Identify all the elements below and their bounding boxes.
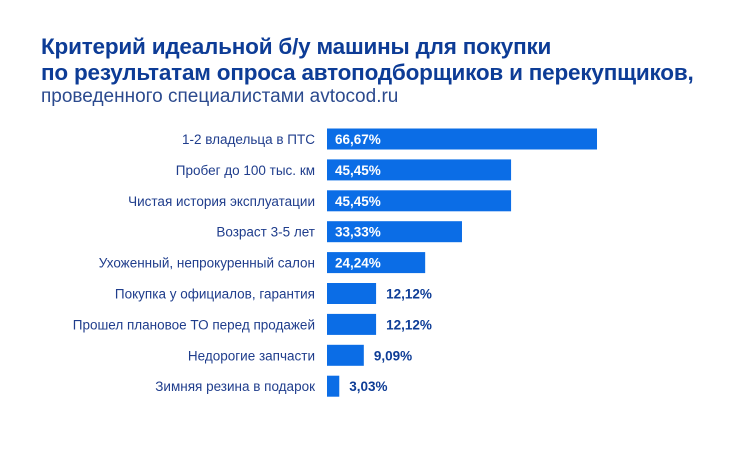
bar [327, 252, 426, 274]
category-label: Покупка у официалов, гарантия [115, 287, 315, 302]
chart-subtitle: проведенного специалистами avtocod.ru [41, 86, 399, 107]
value-label: 9,09% [374, 348, 412, 363]
category-label: 1-2 владельца в ПТС [182, 132, 315, 147]
value-label: 45,45% [335, 194, 381, 209]
value-label: 12,12% [386, 287, 432, 302]
value-label: 33,33% [335, 225, 381, 240]
category-label: Недорогие запчасти [188, 348, 315, 363]
bar [327, 221, 462, 243]
bar [327, 344, 364, 366]
value-label: 3,03% [349, 379, 387, 394]
bar [327, 159, 512, 181]
category-label: Пробег до 100 тыс. км [176, 163, 315, 178]
value-label: 45,45% [335, 163, 381, 178]
value-label: 66,67% [335, 132, 381, 147]
category-label: Возраст 3-5 лет [216, 225, 315, 240]
bar [327, 313, 377, 335]
category-label: Чистая история эксплуатации [128, 194, 315, 209]
category-label: Ухоженный, непрокуренный салон [99, 256, 315, 271]
bar [327, 128, 598, 150]
value-label: 24,24% [335, 256, 381, 271]
bar [327, 190, 512, 212]
chart-title-line-1: Критерий идеальной б/у машины для покупк… [41, 34, 552, 59]
value-label: 12,12% [386, 317, 432, 332]
category-label: Зимняя резина в подарок [155, 379, 315, 394]
bar [327, 283, 377, 304]
bar [327, 375, 340, 397]
category-label: Прошел плановое ТО перед продажей [73, 317, 315, 332]
chart-title-line-2: по результатам опроса автоподборщиков и … [41, 60, 694, 85]
